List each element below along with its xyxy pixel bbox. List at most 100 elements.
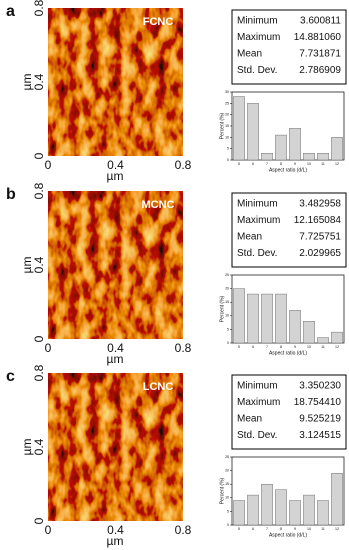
- x-axis-label: µm: [107, 169, 124, 183]
- x-axis-label: µm: [107, 534, 124, 548]
- y-tick-label: 10: [225, 314, 229, 318]
- stat-value: 12.165084: [294, 215, 342, 226]
- stat-value: 14.881060: [294, 32, 342, 43]
- x-axis-label: Aspect ratio (d/L): [269, 167, 307, 173]
- stat-value: 9.525219: [299, 414, 341, 425]
- bar: [233, 96, 245, 161]
- x-tick-label: 5: [238, 162, 240, 166]
- y-tick-label: 5: [227, 147, 229, 151]
- bar: [275, 293, 287, 344]
- x-axis-label: Aspect ratio (d/L): [269, 350, 307, 356]
- bar: [247, 494, 259, 526]
- x-tick-label: 10: [307, 162, 311, 166]
- y-tick-label: 10: [225, 135, 229, 139]
- bar: [261, 293, 273, 344]
- y-tick-label: 15: [225, 482, 229, 486]
- bar: [303, 152, 315, 161]
- x-tick-label: 12: [335, 527, 339, 531]
- stat-value: 3.124515: [299, 430, 341, 441]
- stat-value: 3.350230: [299, 381, 341, 392]
- stat-name: Std. Dev.: [237, 430, 277, 441]
- bar: [331, 473, 343, 526]
- bar: [317, 500, 329, 526]
- x-tick-label: 6: [252, 345, 254, 349]
- y-tick-label: 0: [32, 335, 46, 342]
- y-tick-label: 5: [227, 509, 229, 513]
- y-tick-label: 25: [225, 101, 229, 105]
- stat-value: 7.725751: [299, 232, 341, 243]
- stat-value: 3.600811: [300, 16, 341, 27]
- panel-letter: c: [6, 368, 15, 385]
- x-tick-label: 0.8: [175, 341, 192, 355]
- x-axis-label: Aspect ratio (d/L): [269, 532, 307, 538]
- bar: [247, 293, 259, 344]
- y-tick-label: 0: [32, 517, 46, 524]
- x-tick-label: 9: [294, 162, 296, 166]
- x-tick-label: 9: [294, 345, 296, 349]
- y-tick-label: 0.4: [32, 73, 46, 90]
- afm-image: [48, 373, 183, 521]
- y-tick-label: 20: [225, 469, 229, 473]
- y-tick-label: 20: [225, 287, 229, 291]
- stat-name: Minimum: [237, 381, 278, 392]
- bar: [233, 288, 245, 344]
- stat-name: Minimum: [237, 16, 278, 27]
- bar: [289, 128, 301, 161]
- y-tick-label: 0.4: [32, 256, 46, 273]
- bar: [303, 321, 315, 344]
- bar: [303, 494, 315, 526]
- bar: [317, 152, 329, 161]
- y-tick-label: 0: [227, 158, 229, 162]
- stat-value: 18.754410: [294, 397, 342, 408]
- y-tick-label: 0.4: [32, 438, 46, 455]
- image-label: LCNC: [143, 381, 174, 393]
- x-tick-label: 0.8: [175, 523, 192, 537]
- x-tick-label: 8: [280, 345, 282, 349]
- panel-letter: b: [6, 186, 16, 203]
- stats-box: [231, 374, 347, 450]
- afm-image: [48, 8, 183, 156]
- x-tick-label: 0.4: [107, 341, 124, 355]
- y-tick-label: 10: [225, 496, 229, 500]
- x-tick-label: 6: [252, 527, 254, 531]
- x-tick-label: 5: [238, 527, 240, 531]
- bar: [331, 331, 343, 344]
- y-tick-label: 5: [227, 327, 229, 331]
- y-tick-label: 0: [227, 341, 229, 345]
- stat-value: 2.786909: [299, 65, 341, 76]
- x-tick-label: 8: [280, 527, 282, 531]
- bar: [275, 134, 287, 161]
- stat-name: Minimum: [237, 199, 278, 210]
- bar: [289, 500, 301, 526]
- bar: [247, 103, 259, 161]
- x-tick-label: 7: [266, 162, 268, 166]
- x-tick-label: 12: [335, 345, 339, 349]
- y-tick-label: 0.8: [32, 0, 46, 16]
- x-tick-label: 0.4: [107, 523, 124, 537]
- y-tick-label: 15: [225, 124, 229, 128]
- x-tick-label: 0.4: [107, 158, 124, 172]
- x-tick-label: 11: [321, 527, 325, 531]
- x-tick-label: 10: [307, 527, 311, 531]
- bar: [317, 337, 329, 344]
- stat-name: Maximum: [237, 397, 280, 408]
- x-tick-label: 9: [294, 527, 296, 531]
- stat-name: Maximum: [237, 32, 280, 43]
- y-tick-label: 0.8: [32, 182, 46, 199]
- stat-name: Mean: [237, 49, 262, 60]
- x-axis-label: µm: [107, 352, 124, 366]
- stat-name: Std. Dev.: [237, 65, 277, 76]
- stats-box: [231, 192, 347, 268]
- stats-box: [231, 9, 347, 85]
- y-tick-label: 15: [225, 300, 229, 304]
- panel-letter: a: [6, 3, 15, 20]
- bar: [289, 310, 301, 344]
- x-tick-label: 7: [266, 345, 268, 349]
- y-tick-label: 25: [225, 273, 229, 277]
- y-axis-label: µm: [20, 257, 34, 274]
- y-axis-label: Percent (%): [219, 477, 225, 504]
- x-tick-label: 8: [280, 162, 282, 166]
- x-tick-label: 12: [335, 162, 339, 166]
